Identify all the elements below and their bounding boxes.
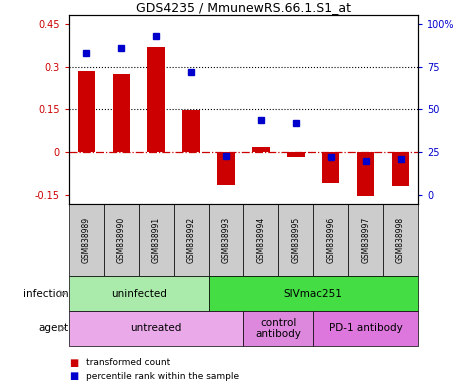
Text: SIVmac251: SIVmac251	[284, 289, 342, 299]
Text: percentile rank within the sample: percentile rank within the sample	[86, 372, 238, 381]
Bar	[69, 204, 104, 276]
Text: GSM838990: GSM838990	[117, 217, 126, 263]
Text: GSM838996: GSM838996	[326, 217, 335, 263]
Text: control
antibody: control antibody	[256, 318, 301, 339]
Bar	[69, 276, 209, 311]
Text: GSM838995: GSM838995	[291, 217, 300, 263]
Bar	[348, 204, 383, 276]
Bar	[252, 147, 270, 152]
Text: GSM838991: GSM838991	[152, 217, 161, 263]
Text: GSM838992: GSM838992	[187, 217, 196, 263]
Bar	[243, 204, 278, 276]
Text: GSM838993: GSM838993	[221, 217, 230, 263]
Bar	[314, 311, 418, 346]
Text: infection: infection	[23, 289, 69, 299]
Text: GSM838994: GSM838994	[256, 217, 266, 263]
Bar	[69, 311, 243, 346]
Bar	[113, 74, 130, 152]
Bar	[139, 204, 173, 276]
Bar	[147, 47, 165, 152]
Text: agent: agent	[39, 323, 69, 333]
Text: GSM838998: GSM838998	[396, 217, 405, 263]
Bar	[243, 311, 314, 346]
Text: ■: ■	[69, 358, 78, 368]
Bar	[174, 204, 209, 276]
Bar	[357, 152, 374, 196]
Bar	[209, 276, 418, 311]
Text: uninfected: uninfected	[111, 289, 167, 299]
Text: GSM838997: GSM838997	[361, 217, 370, 263]
Bar	[383, 204, 418, 276]
Text: untreated: untreated	[131, 323, 182, 333]
Bar	[104, 204, 139, 276]
Title: GDS4235 / MmunewRS.66.1.S1_at: GDS4235 / MmunewRS.66.1.S1_at	[136, 1, 351, 14]
Bar	[278, 204, 314, 276]
Bar	[322, 152, 340, 183]
Bar	[182, 110, 200, 152]
Text: transformed count: transformed count	[86, 358, 170, 367]
Text: PD-1 antibody: PD-1 antibody	[329, 323, 402, 333]
Bar	[217, 152, 235, 185]
Text: ■: ■	[69, 371, 78, 381]
Text: GSM838989: GSM838989	[82, 217, 91, 263]
Bar	[209, 204, 243, 276]
Bar	[314, 204, 348, 276]
Bar	[77, 71, 95, 152]
Bar	[287, 152, 304, 157]
Bar	[392, 152, 409, 186]
